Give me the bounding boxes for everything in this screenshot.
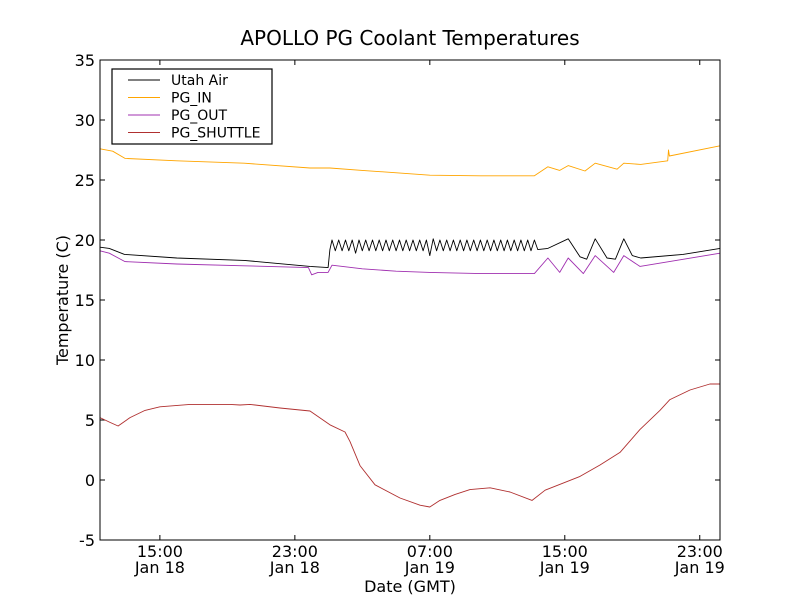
x-tick-label-date: Jan 18 [134, 558, 185, 577]
x-tick-label-date: Jan 19 [404, 558, 455, 577]
legend-label: Utah Air [171, 73, 228, 89]
x-axis-label: Date (GMT) [364, 577, 456, 596]
series-line-pg-out [99, 250, 721, 276]
y-axis-label: Temperature (C) [53, 235, 72, 366]
chart-title: APOLLO PG Coolant Temperatures [240, 26, 579, 50]
y-tick-label: -5 [79, 531, 95, 550]
x-tick-label-time: 07:00 [407, 542, 453, 561]
legend-box [111, 68, 273, 145]
y-tick-label: 30 [75, 111, 95, 130]
series-line-pg-shuttle [99, 383, 720, 508]
y-tick-label: 25 [75, 171, 95, 190]
series-line-utah-air [99, 238, 721, 269]
legend-label: PG_IN [171, 91, 212, 107]
y-tick-label: 10 [75, 351, 95, 370]
series-line-pg-in [99, 145, 721, 177]
x-tick-label-time: 23:00 [272, 542, 318, 561]
x-tick-label-date: Jan 18 [269, 558, 320, 577]
y-tick-label: 20 [75, 231, 95, 250]
y-tick-label: 35 [75, 51, 95, 70]
y-tick-label: 5 [85, 411, 95, 430]
y-tick-label: 15 [75, 291, 95, 310]
x-tick-label-date: Jan 19 [674, 558, 725, 577]
legend-label: PG_SHUTTLE [171, 126, 260, 142]
x-tick-label-time: 23:00 [677, 542, 723, 561]
plot-frame [99, 59, 721, 541]
y-tick-label: 0 [85, 471, 95, 490]
x-tick-label-time: 15:00 [137, 542, 183, 561]
legend-label: PG_OUT [171, 108, 228, 124]
x-tick-label-date: Jan 19 [539, 558, 590, 577]
x-tick-label-time: 15:00 [542, 542, 588, 561]
